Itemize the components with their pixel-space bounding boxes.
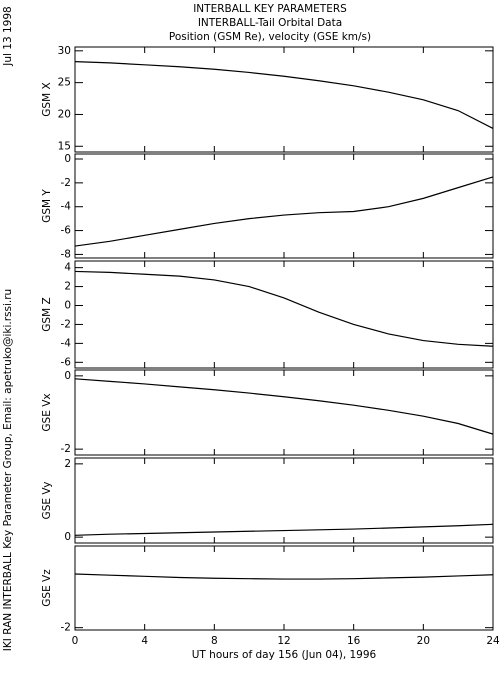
x-tick-label: 0: [72, 635, 79, 647]
x-tick-label: 8: [211, 635, 218, 647]
y-axis-label: GSE Vz: [41, 569, 53, 607]
y-tick-label: 25: [58, 77, 71, 89]
panel-frame: [74, 545, 494, 631]
y-tick-label: 15: [58, 140, 71, 152]
data-line: [74, 523, 494, 536]
data-line: [74, 61, 494, 129]
x-tick-label: 4: [141, 635, 148, 647]
x-tick-label: 16: [347, 635, 361, 647]
y-tick-label: 2: [64, 458, 71, 470]
y-tick-label: 0: [64, 531, 71, 543]
y-axis-label: GSM Y: [41, 189, 53, 223]
panel-frame: [74, 369, 494, 456]
y-tick-label: -6: [61, 225, 72, 237]
y-tick-label: -4: [61, 201, 72, 213]
date: Jul 13 1998: [2, 6, 14, 66]
x-tick-label: 24: [486, 635, 500, 647]
x-tick-label: 12: [277, 635, 290, 647]
x-tick-label: 20: [417, 635, 430, 647]
y-tick-label: -2: [61, 443, 71, 455]
y-tick-label: -8: [61, 248, 71, 260]
title-line: INTERBALL-Tail Orbital Data: [198, 17, 342, 29]
y-tick-label: -4: [61, 337, 72, 349]
title-line: INTERBALL KEY PARAMETERS: [193, 3, 347, 15]
title-line: Position (GSM Re), velocity (GSE km/s): [169, 31, 371, 43]
y-tick-label: 2: [64, 281, 71, 293]
y-tick-label: 20: [58, 108, 71, 120]
y-tick-label: 0: [64, 370, 71, 382]
y-tick-label: 0: [64, 300, 71, 312]
panel-frame: [74, 153, 494, 259]
data-line: [74, 176, 494, 247]
data-line: [74, 573, 494, 580]
y-axis-label: GSM X: [41, 82, 53, 116]
y-tick-label: 30: [58, 45, 71, 57]
y-axis-label: GSE Vx: [41, 393, 53, 431]
x-axis-label: UT hours of day 156 (Jun 04), 1996: [192, 649, 377, 661]
y-tick-label: 4: [64, 262, 71, 274]
y-tick-label: -2: [61, 622, 71, 634]
y-axis-label: GSE Vy: [41, 482, 53, 520]
data-line: [74, 378, 494, 435]
y-tick-label: -6: [61, 356, 72, 368]
credit: IKI RAN INTERBALL Key Parameter Group, E…: [2, 289, 14, 651]
panel-frame: [74, 260, 494, 369]
data-line: [74, 270, 494, 347]
y-tick-label: -2: [61, 318, 71, 330]
panel-frame: [74, 46, 494, 153]
y-axis-label: GSM Z: [41, 297, 53, 331]
y-tick-label: 0: [64, 153, 71, 165]
y-tick-label: -2: [61, 177, 71, 189]
